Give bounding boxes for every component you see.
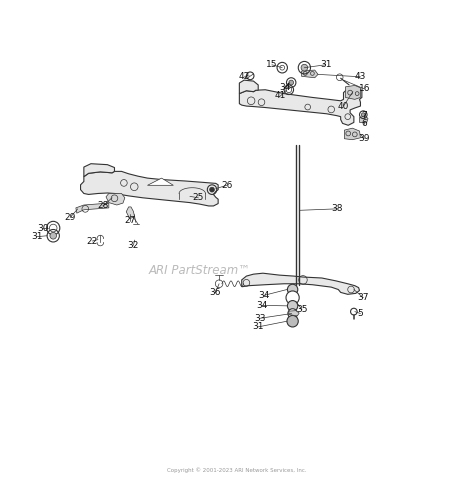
Text: 38: 38: [331, 204, 343, 213]
Text: 30: 30: [37, 224, 49, 232]
Text: 28: 28: [97, 201, 109, 211]
Text: 22: 22: [87, 237, 98, 245]
Text: 34: 34: [257, 301, 268, 310]
Polygon shape: [289, 311, 299, 316]
Circle shape: [50, 232, 56, 239]
Text: 34: 34: [259, 291, 270, 300]
Polygon shape: [346, 85, 360, 99]
Circle shape: [289, 80, 293, 85]
Text: 29: 29: [64, 213, 76, 222]
Text: 15: 15: [266, 60, 278, 69]
Polygon shape: [81, 171, 218, 206]
Text: 43: 43: [355, 72, 366, 81]
Circle shape: [287, 284, 298, 295]
Text: 6: 6: [361, 119, 367, 128]
Polygon shape: [345, 128, 360, 140]
Text: ARI PartStream™: ARI PartStream™: [148, 264, 250, 277]
Text: 31: 31: [320, 60, 331, 69]
Circle shape: [361, 113, 365, 116]
Polygon shape: [239, 80, 258, 94]
Polygon shape: [106, 194, 125, 205]
Text: 7: 7: [361, 111, 367, 120]
Polygon shape: [76, 203, 109, 213]
Text: 5: 5: [357, 309, 364, 318]
Text: 39: 39: [358, 134, 370, 143]
Circle shape: [288, 309, 297, 318]
Text: 27: 27: [124, 216, 135, 226]
Text: 34: 34: [279, 84, 291, 92]
Polygon shape: [147, 178, 173, 185]
Text: 31: 31: [31, 232, 43, 241]
Polygon shape: [239, 88, 362, 125]
Circle shape: [287, 300, 298, 311]
Circle shape: [287, 315, 298, 327]
Circle shape: [286, 291, 299, 304]
Text: 40: 40: [338, 101, 349, 111]
Polygon shape: [301, 70, 318, 78]
Text: 16: 16: [358, 85, 370, 93]
Text: 25: 25: [192, 193, 204, 202]
Polygon shape: [126, 207, 135, 218]
Text: 35: 35: [296, 305, 308, 314]
Circle shape: [210, 187, 214, 192]
Polygon shape: [359, 116, 368, 123]
Text: 26: 26: [221, 181, 232, 190]
Text: 32: 32: [128, 241, 139, 250]
Polygon shape: [242, 273, 359, 294]
Text: 33: 33: [254, 314, 265, 323]
Polygon shape: [84, 164, 115, 177]
Text: 41: 41: [274, 91, 286, 100]
Text: Copyright © 2001-2023 ARI Network Services, Inc.: Copyright © 2001-2023 ARI Network Servic…: [167, 468, 307, 473]
Circle shape: [301, 64, 308, 71]
Text: 42: 42: [239, 72, 250, 81]
Text: 31: 31: [252, 323, 264, 331]
Text: 36: 36: [210, 288, 221, 298]
Text: 37: 37: [357, 293, 369, 302]
